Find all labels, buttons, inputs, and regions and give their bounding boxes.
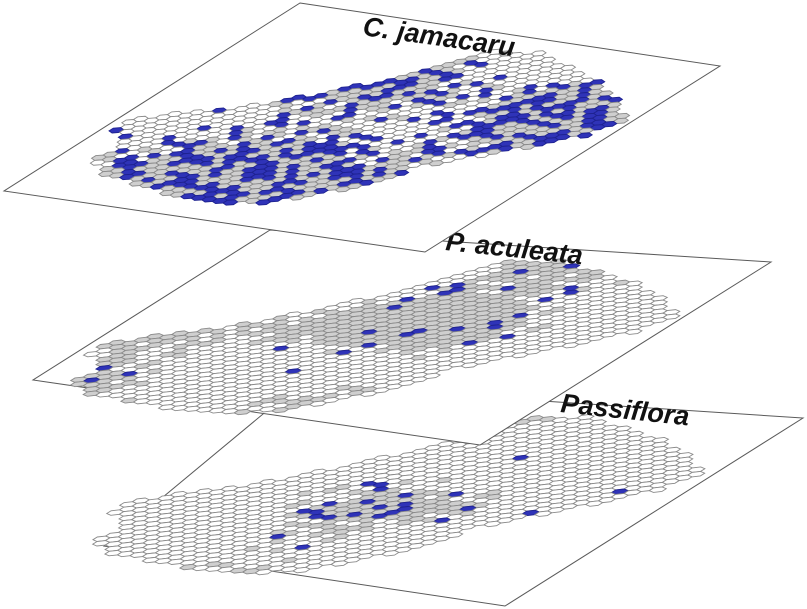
presence-cell [575, 132, 594, 139]
presence-cell [254, 199, 273, 206]
empty-cell [560, 342, 581, 348]
map-layer-2: P. aculeata [12, 226, 773, 446]
occupied-cell [427, 160, 446, 167]
empty-cell [459, 362, 480, 368]
empty-cell [533, 511, 554, 517]
occupied-cell [518, 143, 537, 150]
hex-grid [12, 240, 752, 431]
hex-grid [33, 395, 778, 592]
occupied-cell [270, 407, 291, 413]
empty-cell [380, 550, 401, 556]
empty-cell [623, 329, 644, 335]
empty-cell [253, 569, 274, 575]
empty-cell [509, 352, 530, 358]
map-layer-1: C. jamacaru [2, 2, 722, 253]
occupied-cell [288, 194, 307, 201]
presence-cell [221, 199, 240, 206]
occupied-cell [333, 186, 352, 193]
occupied-cell [232, 409, 253, 415]
empty-cell [647, 487, 668, 493]
hex-grid [36, 14, 701, 238]
empty-cell [291, 567, 312, 573]
empty-cell [472, 152, 491, 159]
empty-cell [358, 391, 379, 397]
empty-cell [329, 560, 350, 566]
map-layer-3: Passiflora [33, 384, 805, 607]
empty-cell [308, 401, 329, 407]
empty-cell [482, 521, 503, 527]
empty-cell [584, 500, 605, 506]
